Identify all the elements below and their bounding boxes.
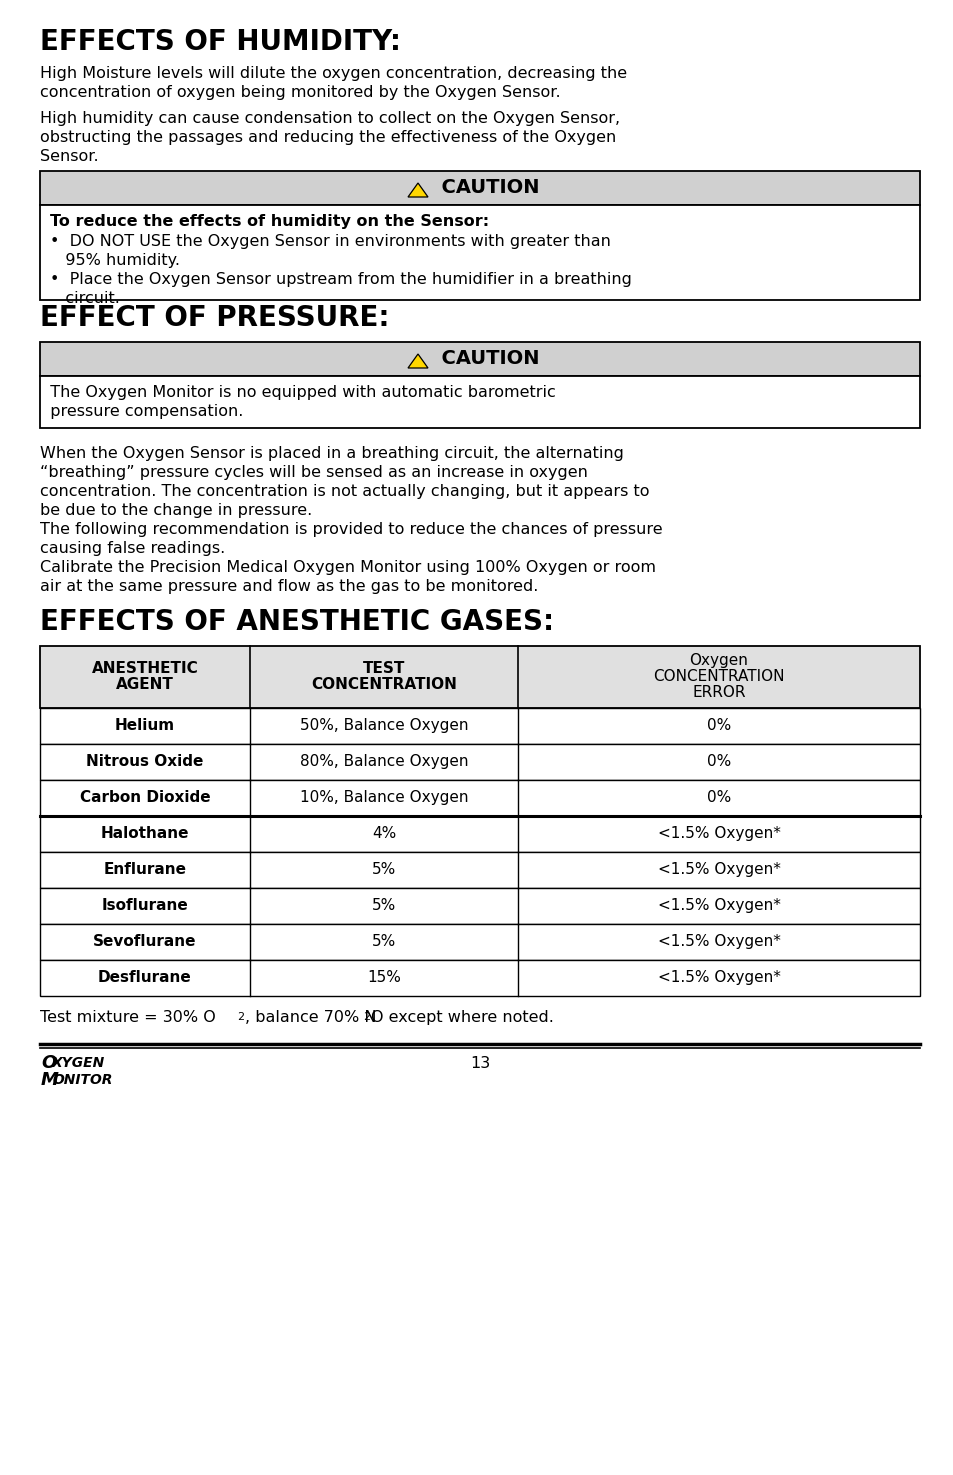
Bar <box>40 342 919 376</box>
Text: High Moisture levels will dilute the oxygen concentration, decreasing the: High Moisture levels will dilute the oxy… <box>40 66 626 81</box>
Bar <box>40 205 919 299</box>
Bar <box>40 923 919 960</box>
Text: 2: 2 <box>236 1012 244 1022</box>
Text: Enflurane: Enflurane <box>103 861 186 878</box>
Text: , balance 70% N: , balance 70% N <box>245 1010 376 1025</box>
Text: Oxygen: Oxygen <box>689 653 748 668</box>
Bar <box>40 816 919 853</box>
Text: causing false readings.: causing false readings. <box>40 541 225 556</box>
Text: EFFECT OF PRESSURE:: EFFECT OF PRESSURE: <box>40 304 389 332</box>
Text: Calibrate the Precision Medical Oxygen Monitor using 100% Oxygen or room: Calibrate the Precision Medical Oxygen M… <box>40 560 656 575</box>
Bar <box>40 780 919 816</box>
Text: 5%: 5% <box>372 898 395 913</box>
Text: ONITOR: ONITOR <box>53 1072 113 1087</box>
Text: •  DO NOT USE the Oxygen Sensor in environments with greater than: • DO NOT USE the Oxygen Sensor in enviro… <box>50 235 610 249</box>
Text: <1.5% Oxygen*: <1.5% Oxygen* <box>657 898 780 913</box>
Text: air at the same pressure and flow as the gas to be monitored.: air at the same pressure and flow as the… <box>40 580 537 594</box>
Text: 50%, Balance Oxygen: 50%, Balance Oxygen <box>299 718 468 733</box>
Text: ERROR: ERROR <box>692 684 745 701</box>
Text: The Oxygen Monitor is no equipped with automatic barometric: The Oxygen Monitor is no equipped with a… <box>40 385 556 400</box>
Bar <box>40 853 919 888</box>
Text: CAUTION: CAUTION <box>428 350 539 367</box>
Text: concentration. The concentration is not actually changing, but it appears to: concentration. The concentration is not … <box>40 484 649 499</box>
Text: pressure compensation.: pressure compensation. <box>40 404 243 419</box>
Text: Carbon Dioxide: Carbon Dioxide <box>80 791 210 805</box>
Text: ANESTHETIC: ANESTHETIC <box>91 661 198 676</box>
Text: <1.5% Oxygen*: <1.5% Oxygen* <box>657 861 780 878</box>
Text: Test mixture = 30% O: Test mixture = 30% O <box>40 1010 215 1025</box>
Text: Helium: Helium <box>114 718 175 733</box>
Text: AGENT: AGENT <box>116 677 173 692</box>
Text: 0%: 0% <box>706 718 730 733</box>
Text: CAUTION: CAUTION <box>428 178 539 198</box>
Text: 0%: 0% <box>706 754 730 768</box>
Text: Halothane: Halothane <box>101 826 189 841</box>
Text: XYGEN: XYGEN <box>52 1056 105 1069</box>
Text: TEST: TEST <box>362 661 405 676</box>
Text: CONCENTRATION: CONCENTRATION <box>311 677 456 692</box>
Bar <box>40 888 919 923</box>
Text: <1.5% Oxygen*: <1.5% Oxygen* <box>657 826 780 841</box>
Bar <box>40 708 919 743</box>
Text: 15%: 15% <box>367 971 400 985</box>
Text: 95% humidity.: 95% humidity. <box>50 254 180 268</box>
Text: Sensor.: Sensor. <box>40 149 98 164</box>
Text: 5%: 5% <box>372 861 395 878</box>
Text: circuit.: circuit. <box>50 291 120 305</box>
Text: •  Place the Oxygen Sensor upstream from the humidifier in a breathing: • Place the Oxygen Sensor upstream from … <box>50 271 631 288</box>
Bar <box>40 646 919 708</box>
Bar <box>40 743 919 780</box>
Text: 80%, Balance Oxygen: 80%, Balance Oxygen <box>299 754 468 768</box>
Text: 4%: 4% <box>372 826 395 841</box>
Bar <box>40 171 919 205</box>
Text: obstructing the passages and reducing the effectiveness of the Oxygen: obstructing the passages and reducing th… <box>40 130 616 145</box>
Text: M: M <box>41 1071 59 1089</box>
Bar <box>40 960 919 996</box>
Text: When the Oxygen Sensor is placed in a breathing circuit, the alternating: When the Oxygen Sensor is placed in a br… <box>40 445 623 462</box>
Text: High humidity can cause condensation to collect on the Oxygen Sensor,: High humidity can cause condensation to … <box>40 111 619 125</box>
Text: EFFECTS OF ANESTHETIC GASES:: EFFECTS OF ANESTHETIC GASES: <box>40 608 554 636</box>
Polygon shape <box>408 354 428 367</box>
Text: To reduce the effects of humidity on the Sensor:: To reduce the effects of humidity on the… <box>50 214 489 229</box>
Text: O except where noted.: O except where noted. <box>371 1010 554 1025</box>
Text: 10%, Balance Oxygen: 10%, Balance Oxygen <box>299 791 468 805</box>
Text: <1.5% Oxygen*: <1.5% Oxygen* <box>657 971 780 985</box>
Text: concentration of oxygen being monitored by the Oxygen Sensor.: concentration of oxygen being monitored … <box>40 86 560 100</box>
Text: The following recommendation is provided to reduce the chances of pressure: The following recommendation is provided… <box>40 522 662 537</box>
Text: Desflurane: Desflurane <box>98 971 192 985</box>
Text: 0%: 0% <box>706 791 730 805</box>
Text: EFFECTS OF HUMIDITY:: EFFECTS OF HUMIDITY: <box>40 28 400 56</box>
Text: be due to the change in pressure.: be due to the change in pressure. <box>40 503 312 518</box>
Text: Sevoflurane: Sevoflurane <box>93 934 196 948</box>
Text: Isoflurane: Isoflurane <box>102 898 188 913</box>
Text: 13: 13 <box>470 1056 490 1071</box>
Polygon shape <box>408 183 428 198</box>
Text: CONCENTRATION: CONCENTRATION <box>653 670 784 684</box>
Text: <1.5% Oxygen*: <1.5% Oxygen* <box>657 934 780 948</box>
Text: O: O <box>41 1055 56 1072</box>
Bar <box>40 376 919 428</box>
Text: “breathing” pressure cycles will be sensed as an increase in oxygen: “breathing” pressure cycles will be sens… <box>40 465 587 479</box>
Text: 2: 2 <box>363 1012 370 1022</box>
Text: Nitrous Oxide: Nitrous Oxide <box>86 754 204 768</box>
Text: 5%: 5% <box>372 934 395 948</box>
